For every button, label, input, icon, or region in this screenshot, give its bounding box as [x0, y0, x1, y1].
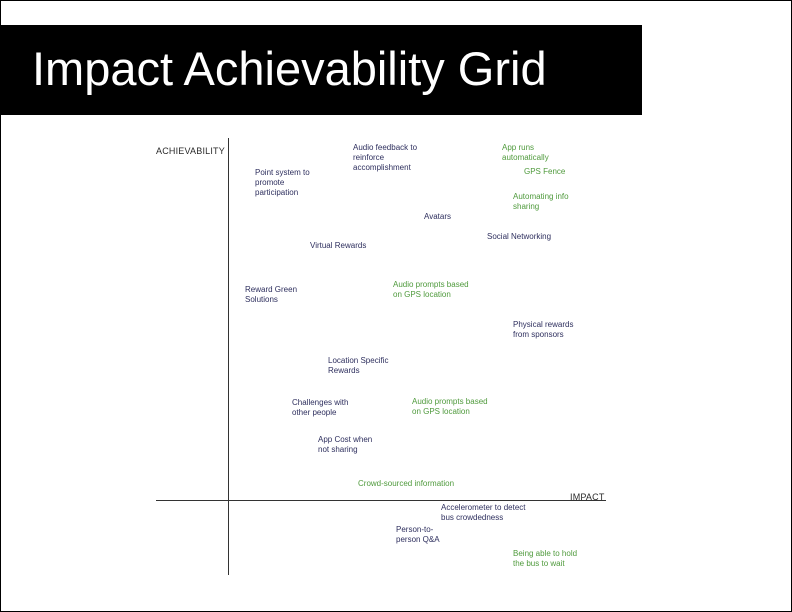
grid-item: Social Networking — [487, 232, 552, 241]
title-bar — [0, 25, 642, 115]
grid-item: Crowd-sourced information — [358, 479, 455, 488]
achievability-axis-line — [228, 138, 229, 575]
grid-item: Reward Green Solutions — [245, 285, 298, 304]
grid-item: Audio feedback to reinforce accomplishme… — [353, 143, 418, 172]
impact-axis-line — [156, 500, 606, 501]
grid-item: Challenges with other people — [292, 398, 349, 417]
slide-title: Impact Achievability Grid — [32, 42, 547, 95]
grid-item: Being able to hold the bus to wait — [513, 549, 578, 568]
grid-item: GPS Fence — [524, 167, 566, 176]
x-axis-label: IMPACT — [570, 492, 605, 502]
grid-item: Automating info sharing — [513, 192, 569, 211]
grid-item: Virtual Rewards — [310, 241, 367, 250]
grid-item: Person-to- person Q&A — [396, 525, 440, 544]
grid-item: Audio prompts based on GPS location — [412, 397, 488, 416]
grid-item: App runs automatically — [502, 143, 549, 162]
grid-item: Avatars — [424, 212, 451, 221]
y-axis-label: ACHIEVABILITY — [156, 146, 225, 156]
grid-item: Location Specific Rewards — [328, 356, 389, 375]
grid-item: Accelerometer to detect bus crowdedness — [441, 503, 526, 522]
grid-item: App Cost when not sharing — [318, 435, 373, 454]
grid-item: Point system to promote participation — [255, 168, 310, 197]
grid-item: Physical rewards from sponsors — [513, 320, 574, 339]
grid-item: Audio prompts based on GPS location — [393, 280, 469, 299]
